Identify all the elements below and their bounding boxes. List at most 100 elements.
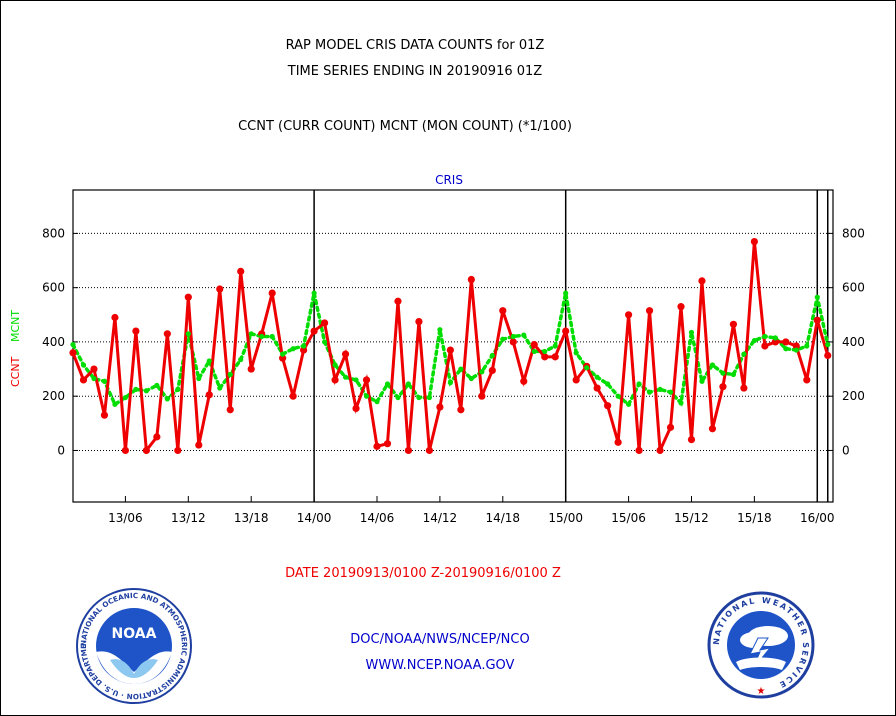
ccnt-point (719, 383, 727, 391)
ccnt-point (121, 446, 130, 455)
mcnt-point (154, 382, 160, 388)
mcnt-point (783, 346, 789, 352)
mcnt-point (206, 358, 212, 364)
mcnt-point (563, 290, 569, 296)
ccnt-point (572, 376, 580, 384)
mcnt-point (374, 399, 380, 405)
x-tick-label: 15/06 (611, 511, 646, 525)
mcnt-point (122, 394, 129, 401)
star-icon: ★ (757, 686, 766, 697)
mcnt-point (416, 394, 422, 401)
title-line-2: TIME SERIES ENDING IN 20190916 01Z (287, 64, 543, 79)
ccnt-point (509, 338, 517, 346)
mcnt-point (646, 389, 653, 395)
url-link[interactable]: WWW.NCEP.NOAA.GOV (365, 658, 515, 673)
mcnt-point (720, 370, 726, 376)
y-axis-label-mcnt: MCNT (9, 310, 22, 342)
ccnt-point (69, 349, 77, 357)
x-tick-label: 13/18 (234, 511, 269, 525)
ccnt-point (478, 392, 486, 400)
ccnt-point (373, 442, 381, 450)
nws-logo: NATIONAL WEATHER SERVICE ★ (707, 591, 815, 699)
mcnt-point (479, 369, 485, 375)
mcnt-point (112, 401, 118, 407)
mcnt-point (772, 335, 778, 341)
chart-title: CRIS (435, 173, 463, 187)
mcnt-point (185, 331, 191, 337)
ccnt-point (698, 277, 706, 285)
mcnt-point (384, 381, 391, 387)
mcnt-point (248, 331, 254, 337)
ccnt-point (237, 267, 245, 275)
mcnt-point (793, 347, 799, 353)
mcnt-point (657, 386, 663, 393)
data-series (69, 237, 832, 455)
mcnt-point (573, 350, 579, 356)
ccnt-point (90, 365, 98, 373)
mcnt-point (762, 333, 768, 340)
ccnt-point (310, 327, 318, 335)
mcnt-point (342, 374, 349, 380)
mcnt-point (814, 294, 820, 300)
mcnt-point (280, 351, 286, 357)
y-tick-label-left: 200 (42, 389, 65, 403)
y-axis-label-ccnt: CCNT (9, 356, 22, 387)
ccnt-point (551, 353, 559, 361)
ccnt-point (300, 346, 308, 354)
mcnt-point (741, 351, 747, 357)
ccnt-point (457, 406, 465, 414)
mcnt-point (678, 400, 684, 406)
ccnt-point (111, 313, 119, 322)
mcnt-point (227, 371, 233, 378)
mcnt-point (500, 336, 506, 342)
ccnt-point (247, 365, 255, 373)
mcnt-point (321, 339, 328, 345)
mcnt-point (688, 329, 695, 336)
ccnt-point (708, 425, 717, 433)
ccnt-point (488, 366, 496, 375)
y-tick-label-left: 0 (57, 443, 65, 457)
y-tick-label-left: 400 (42, 335, 65, 349)
mcnt-point (101, 378, 108, 384)
mcnt-point (426, 394, 433, 401)
mcnt-point (521, 332, 527, 338)
org-label: DOC/NOAA/NWS/NCEP/NCO (350, 632, 530, 647)
ccnt-point (771, 338, 779, 346)
mcnt-point (636, 381, 642, 387)
ccnt-point (520, 377, 528, 385)
ccnt-point (792, 342, 800, 350)
ccnt-point (614, 438, 622, 446)
mcnt-point (542, 348, 548, 355)
mcnt-point (91, 375, 97, 382)
ccnt-point (320, 319, 329, 327)
ccnt-point (530, 341, 538, 349)
date-range-label: DATE 20190913/0100 Z-20190916/0100 Z (285, 566, 561, 581)
ccnt-point (635, 446, 643, 455)
ccnt-point (341, 350, 350, 358)
x-tick-label: 13/12 (171, 511, 206, 525)
ccnt-point (425, 446, 434, 455)
ccnt-point (279, 354, 287, 362)
ccnt-point (782, 338, 790, 346)
mcnt-point (269, 333, 275, 340)
mcnt-point (510, 333, 516, 340)
mcnt-point (625, 401, 632, 407)
ccnt-point (656, 446, 664, 455)
ccnt-point (467, 275, 475, 284)
mcnt-point (259, 333, 265, 340)
mcnt-point (804, 343, 810, 349)
mcnt-point (447, 380, 453, 386)
ccnt-point (677, 303, 685, 311)
mcnt-point (363, 393, 370, 399)
mcnt-point (143, 388, 149, 394)
ccnt-point (415, 317, 423, 326)
x-tick-label: 13/06 (108, 511, 143, 525)
mcnt-point (468, 375, 474, 382)
title-line-1: RAP MODEL CRIS DATA COUNTS for 01Z (285, 38, 545, 53)
y-tick-label-left: 800 (42, 226, 65, 240)
mcnt-point (605, 381, 611, 387)
x-tick-label: 14/12 (423, 511, 458, 525)
ccnt-point (813, 316, 821, 324)
mcnt-point (164, 396, 170, 402)
ccnt-point (394, 297, 402, 305)
